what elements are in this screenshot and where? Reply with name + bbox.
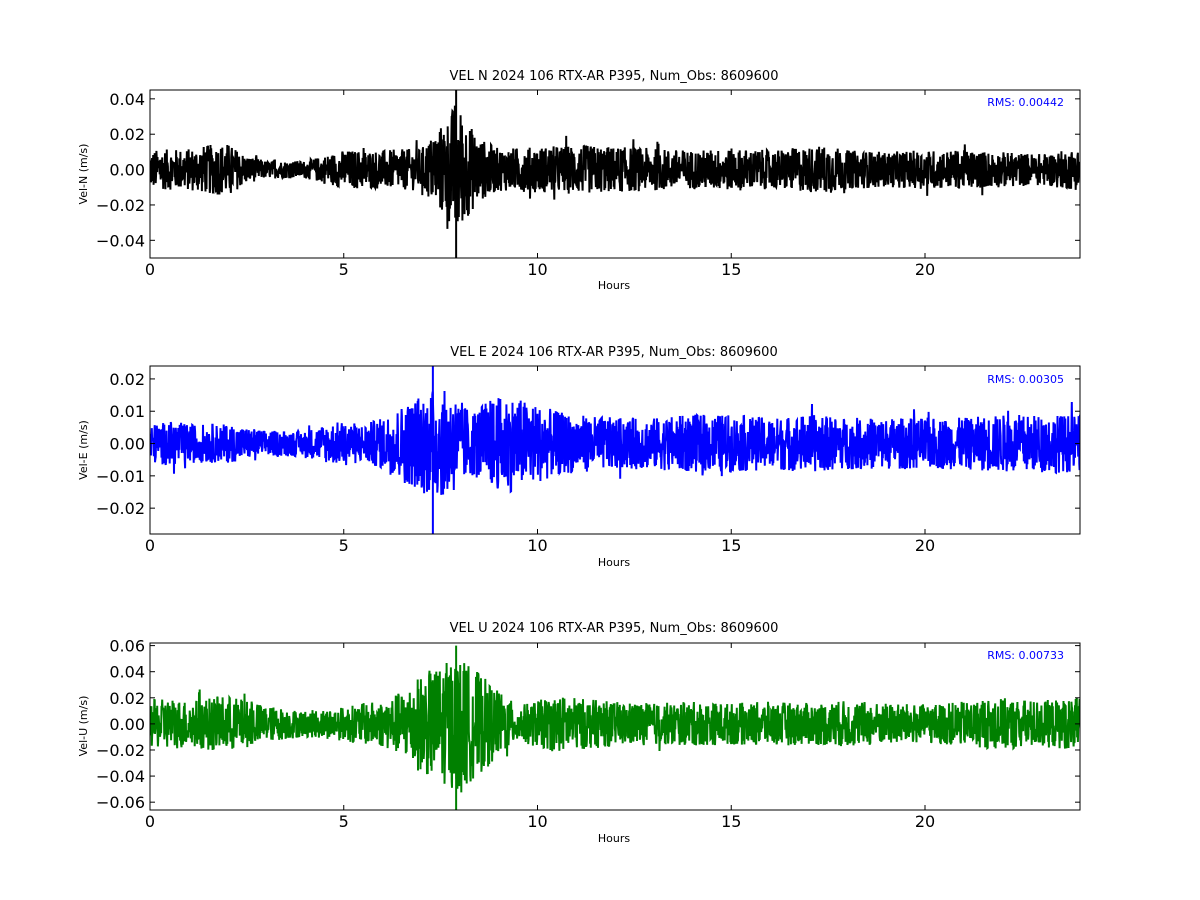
- y-tick-label: −0.04: [96, 231, 145, 250]
- chart-title: VEL N 2024 106 RTX-AR P395, Num_Obs: 860…: [450, 69, 779, 84]
- x-tick-label: 15: [721, 812, 741, 831]
- signal-trace-layer: [150, 366, 1080, 534]
- panel-vel-n: VEL N 2024 106 RTX-AR P395, Num_Obs: 860…: [77, 69, 1081, 292]
- chart-title: VEL U 2024 106 RTX-AR P395, Num_Obs: 860…: [450, 621, 779, 636]
- y-tick-label: 0.00: [109, 435, 145, 454]
- y-tick-label: −0.06: [96, 793, 145, 812]
- chart-title: VEL E 2024 106 RTX-AR P395, Num_Obs: 860…: [450, 345, 777, 360]
- rms-label: RMS: 0.00442: [987, 96, 1064, 109]
- rms-label: RMS: 0.00733: [987, 649, 1064, 662]
- x-tick-label: 20: [915, 260, 935, 279]
- x-tick-label: 20: [915, 536, 935, 555]
- tick-layer: 0 5 10 15 20 −0.04 −0.02 0.00 0.02 0.04: [96, 90, 1080, 279]
- signal-trace-layer: [150, 645, 1080, 810]
- y-axis-label: Vel-E (m/s): [77, 420, 90, 480]
- x-axis-label: Hours: [598, 832, 630, 845]
- signal-trace: [150, 390, 1080, 495]
- x-tick-label: 5: [339, 536, 349, 555]
- signal-trace: [150, 662, 1080, 793]
- rms-label: RMS: 0.00305: [987, 373, 1064, 386]
- y-tick-label: −0.01: [96, 467, 145, 486]
- x-tick-label: 15: [721, 260, 741, 279]
- x-tick-label: 10: [527, 260, 547, 279]
- tick-layer: 0 5 10 15 20 −0.06 −0.04 −0.02 0.00 0.02 0.04 0.06: [96, 637, 1080, 831]
- plot-frame: [149, 642, 1081, 811]
- x-tick-label: 10: [527, 812, 547, 831]
- x-tick-label: 5: [339, 260, 349, 279]
- x-tick-label: 0: [145, 260, 155, 279]
- y-axis-label: Vel-N (m/s): [77, 144, 90, 205]
- y-tick-label: 0.00: [109, 715, 145, 734]
- y-tick-label: 0.06: [109, 637, 145, 656]
- tick-layer: 0 5 10 15 20 −0.02 −0.01 0.00 0.01 0.02: [96, 366, 1080, 555]
- x-axis-label: Hours: [598, 556, 630, 569]
- x-tick-label: 5: [339, 812, 349, 831]
- y-axis-label: Vel-U (m/s): [77, 696, 90, 757]
- plot-frame: [149, 89, 1081, 259]
- x-tick-label: 20: [915, 812, 935, 831]
- x-tick-label: 15: [721, 536, 741, 555]
- y-tick-label: −0.02: [96, 741, 145, 760]
- y-tick-label: 0.02: [109, 370, 145, 389]
- y-tick-label: −0.02: [96, 196, 145, 215]
- panel-vel-e: VEL E 2024 106 RTX-AR P395, Num_Obs: 860…: [77, 345, 1081, 569]
- y-tick-label: 0.04: [109, 90, 145, 109]
- y-tick-label: 0.02: [109, 125, 145, 144]
- x-tick-label: 10: [527, 536, 547, 555]
- x-tick-label: 0: [145, 536, 155, 555]
- y-tick-label: 0.00: [109, 161, 145, 180]
- signal-trace-layer: [150, 90, 1080, 258]
- panel-vel-u: VEL U 2024 106 RTX-AR P395, Num_Obs: 860…: [77, 621, 1081, 845]
- y-tick-label: 0.01: [109, 402, 145, 421]
- y-tick-label: 0.04: [109, 663, 145, 682]
- x-axis-label: Hours: [598, 279, 630, 292]
- x-tick-label: 0: [145, 812, 155, 831]
- y-tick-label: 0.02: [109, 689, 145, 708]
- y-tick-label: −0.04: [96, 767, 145, 786]
- signal-trace: [150, 105, 1080, 229]
- y-tick-label: −0.02: [96, 499, 145, 518]
- plot-frame: [149, 365, 1081, 535]
